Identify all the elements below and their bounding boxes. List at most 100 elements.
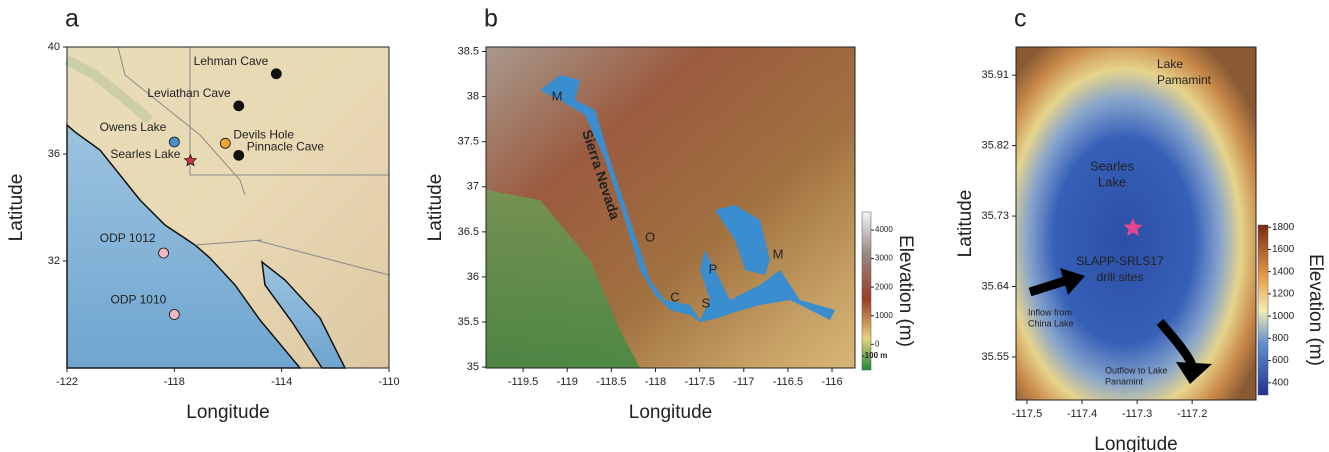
- x-tick-label: -116: [821, 376, 842, 388]
- ocean: [66, 123, 302, 369]
- map-annotation: SLAPP-SRLS17: [1076, 254, 1164, 268]
- panel-label: c: [1014, 5, 1027, 33]
- x-tick-label: -116.5: [773, 376, 803, 388]
- x-tick-label: -118: [645, 376, 666, 388]
- colorbar-tick-label: 2000: [875, 282, 893, 291]
- panel-label: b: [484, 5, 498, 33]
- x-axis-title: Longitude: [629, 402, 712, 423]
- frame: [1015, 46, 1257, 401]
- x-tick-label: -118: [164, 376, 185, 388]
- colorbar-title: Elevation (m): [1305, 254, 1326, 366]
- x-axis-title: Longitude: [1094, 434, 1177, 452]
- colorbar-tick-label: 3000: [875, 254, 893, 263]
- y-tick-label: 35.55: [981, 351, 1009, 363]
- map-annotation: drill sites: [1097, 270, 1144, 284]
- y-axis-title: Latitude: [6, 174, 27, 242]
- panel-label: a: [65, 5, 79, 33]
- x-tick-label: -117.3: [1122, 408, 1152, 420]
- colorbar-bottom-label: -100 m: [862, 351, 887, 360]
- y-tick-label: 36: [48, 148, 60, 160]
- y-axis-title: Latitude: [425, 174, 446, 242]
- colorbar-tick-label: 1200: [1272, 289, 1295, 300]
- outflow-arrowhead: [1176, 362, 1212, 384]
- x-tick-label: -119: [557, 376, 578, 388]
- map-annotation: P: [709, 261, 718, 276]
- map-annotation: Lake: [1157, 57, 1183, 71]
- x-tick-label: -110: [378, 376, 399, 388]
- x-tick-label: -117.5: [684, 376, 714, 388]
- map-annotation: China Lake: [1028, 318, 1074, 328]
- valley: [64, 55, 154, 124]
- y-tick-label: 36: [467, 271, 479, 283]
- site-label: Lehman Cave: [194, 54, 269, 68]
- x-tick-label: -117: [733, 376, 754, 388]
- map-annotation: C: [670, 289, 679, 304]
- x-tick-label: -122: [56, 376, 78, 388]
- inflow-arrowhead: [1060, 268, 1085, 295]
- colorbar-tick-label: 1400: [1272, 266, 1295, 277]
- y-tick-label: 36.5: [458, 226, 479, 238]
- x-tick-label: -119.5: [508, 376, 538, 388]
- colorbar-tick-label: 1000: [875, 311, 893, 320]
- y-tick-label: 35.73: [981, 210, 1009, 222]
- central-valley: [486, 190, 640, 368]
- terrain: [1016, 47, 1256, 400]
- x-axis-title: Longitude: [186, 402, 269, 423]
- map-annotation: M: [773, 246, 784, 261]
- map-annotation: Pamamint: [1157, 73, 1212, 87]
- map-annotation: Panamint: [1105, 376, 1144, 386]
- site-label: ODP 1012: [100, 231, 156, 245]
- colorbar-tick-label: 1600: [1272, 244, 1295, 255]
- site-label: Leviathan Cave: [147, 86, 231, 100]
- y-tick-label: 35.91: [981, 69, 1009, 81]
- colorbar-tick-label: 1000: [1272, 311, 1295, 322]
- x-tick-label: -117.2: [1177, 408, 1207, 420]
- map-annotation: S: [702, 295, 711, 310]
- map-c: [1015, 46, 1269, 401]
- colorbar-tick-label: 600: [1272, 355, 1289, 366]
- frame: [66, 46, 390, 369]
- borders: [117, 46, 390, 276]
- site-marker: [168, 309, 180, 320]
- colorbar-tick-label: 4000: [875, 225, 893, 234]
- x-tick-label: -117.5: [1012, 408, 1042, 420]
- site-label: Devils Hole: [233, 127, 294, 141]
- site-marker: [270, 68, 282, 80]
- colorbar-title: Elevation (m): [895, 235, 916, 347]
- drill-site-star: [1123, 218, 1143, 237]
- colorbar-tick-label: 1800: [1272, 222, 1295, 233]
- inflow-arrow: [1028, 275, 1070, 297]
- y-tick-label: 38: [467, 90, 479, 102]
- map-b: [485, 46, 872, 371]
- lake-panamint: [715, 205, 770, 275]
- site-label: Searles Lake: [110, 147, 180, 161]
- y-tick-label: 37: [467, 181, 479, 193]
- site-marker: [183, 153, 198, 167]
- site-marker: [219, 137, 231, 149]
- colorbar-tick-label: 400: [1272, 377, 1289, 388]
- frame: [485, 46, 856, 369]
- site-marker: [233, 149, 245, 161]
- y-tick-label: 35: [467, 361, 479, 373]
- colorbar-tick-label: 0: [875, 339, 880, 348]
- y-tick-label: 40: [48, 41, 60, 53]
- y-tick-label: 35.5: [458, 316, 479, 328]
- y-tick-label: 32: [48, 255, 60, 267]
- y-tick-label: 35.64: [981, 280, 1009, 292]
- lake-chain: [540, 75, 835, 322]
- map-annotation: M: [552, 88, 563, 103]
- site-marker: [158, 247, 170, 259]
- map-a: [64, 46, 390, 369]
- x-tick-label: -118.5: [596, 376, 626, 388]
- colorbar: [861, 211, 872, 371]
- site-label: ODP 1010: [111, 293, 167, 307]
- site-label: Owens Lake: [100, 120, 167, 134]
- site-marker: [233, 100, 245, 112]
- x-tick-label: -117.4: [1067, 408, 1097, 420]
- colorbar: [1257, 224, 1269, 396]
- map-annotation: Lake: [1098, 174, 1126, 189]
- y-tick-label: 35.82: [981, 140, 1009, 152]
- site-marker: [168, 136, 180, 148]
- y-axis-title: Latitude: [955, 190, 976, 258]
